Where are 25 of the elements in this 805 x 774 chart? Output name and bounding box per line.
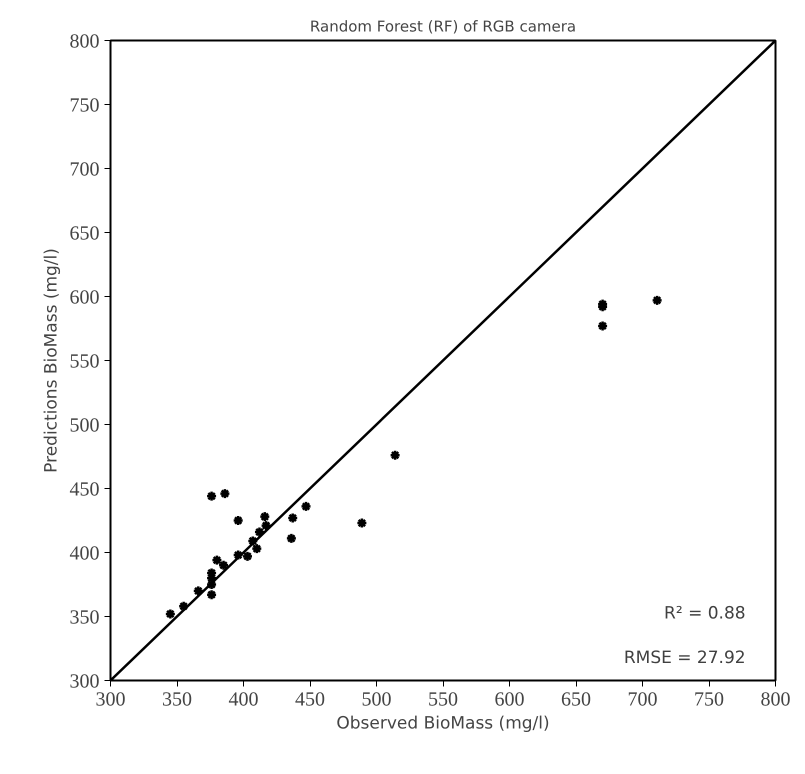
x-axis-title: Observed BioMass (mg/l) <box>336 714 550 734</box>
y-tick-label: 800 <box>70 30 100 52</box>
x-tick-label: 650 <box>561 688 591 710</box>
x-tick-label: 700 <box>628 688 658 710</box>
y-tick-label: 450 <box>70 478 100 500</box>
chart-title: Random Forest (RF) of RGB camera <box>310 18 576 36</box>
x-tick-label: 450 <box>295 688 325 710</box>
y-tick-label: 750 <box>70 94 100 116</box>
y-tick-label: 550 <box>70 350 100 372</box>
y-tick-label: 600 <box>70 286 100 308</box>
x-tick-label: 800 <box>760 688 790 710</box>
x-tick-label: 550 <box>428 688 458 710</box>
y-tick-label: 400 <box>70 542 100 564</box>
annotation: RMSE = 27.92 <box>624 648 746 668</box>
x-tick-label: 500 <box>362 688 392 710</box>
y-tick-label: 350 <box>70 606 100 628</box>
y-tick-label: 700 <box>70 158 100 180</box>
y-tick-label: 500 <box>70 414 100 436</box>
x-tick-label: 750 <box>694 688 724 710</box>
annotation: R² = 0.88 <box>664 603 746 624</box>
x-tick-label: 600 <box>494 688 524 710</box>
x-tick-label: 350 <box>162 688 192 710</box>
x-tick-label: 400 <box>228 688 258 710</box>
y-tick-label: 650 <box>70 222 100 244</box>
y-axis-title: Predictions BioMass (mg/l) <box>42 248 62 473</box>
